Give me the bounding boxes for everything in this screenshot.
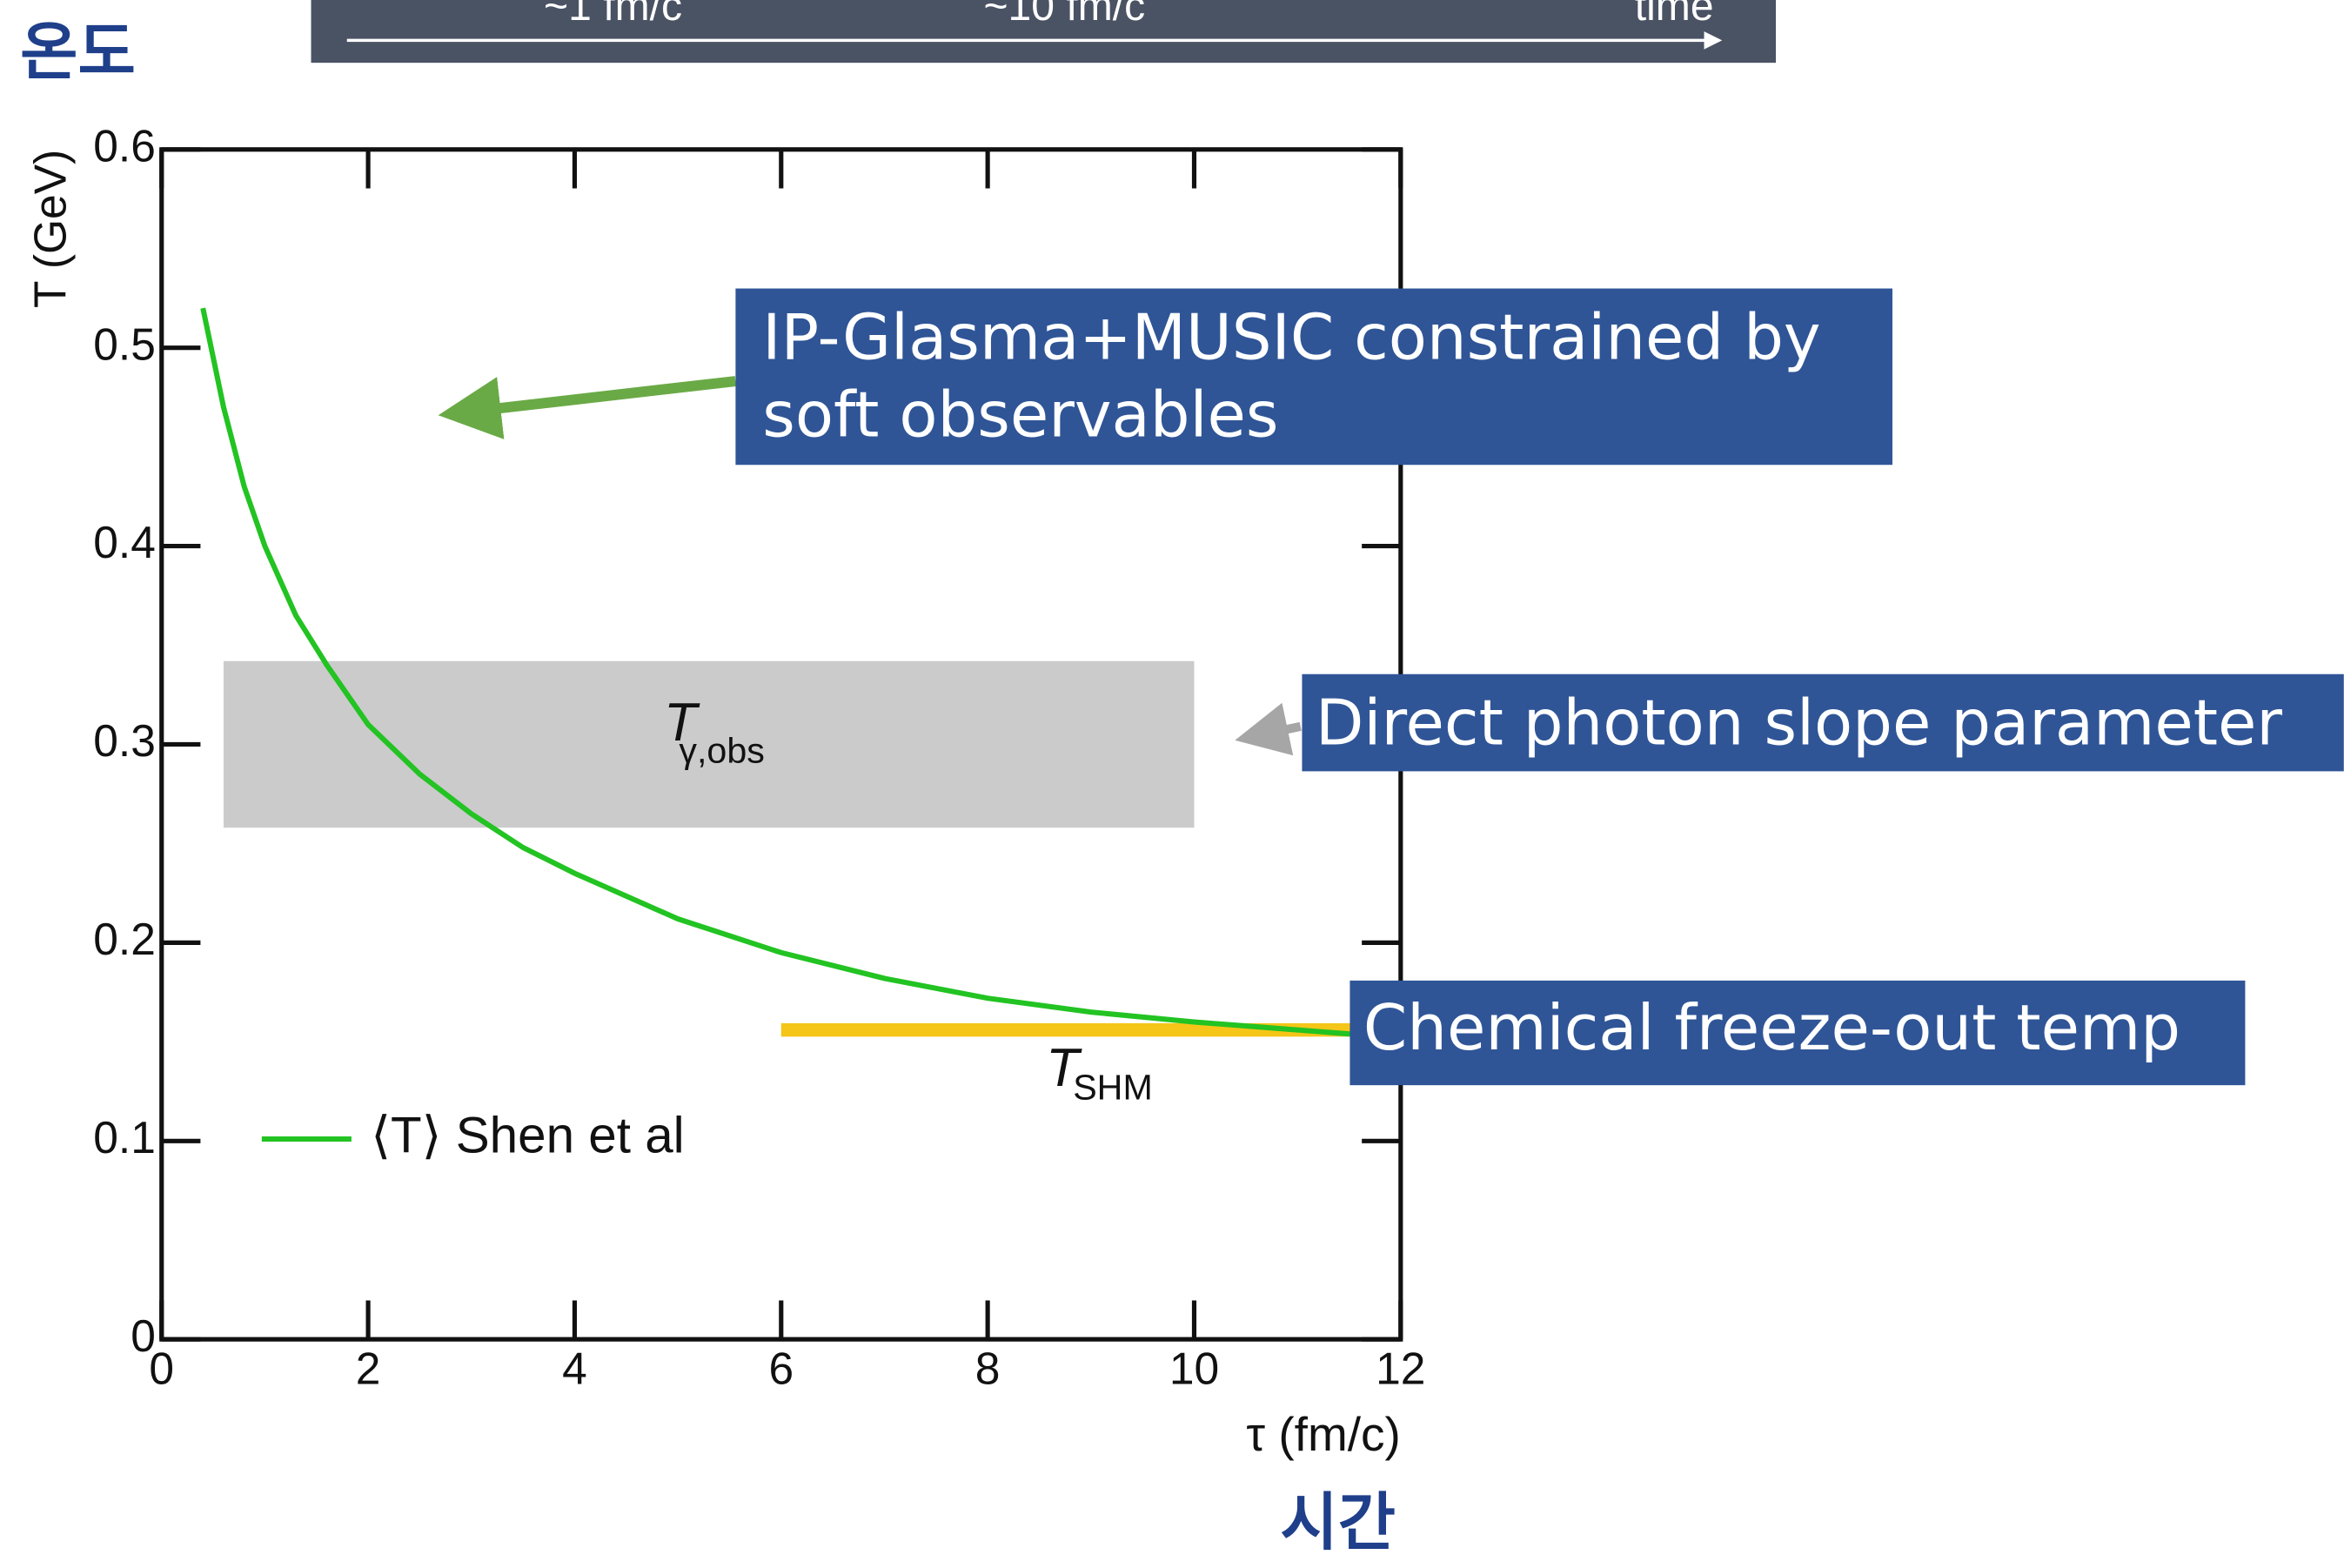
y-axis-title: T (GeV) [25,150,76,308]
band-label-sub: γ,obs [679,731,765,771]
legend-label: ⟨T⟩ Shen et al [371,1107,684,1163]
banner-label: ~10 fm/c [983,0,1145,30]
annotation-text: soft observables [762,379,1278,452]
arrow [1235,702,1302,756]
x-tick-label: 0 [149,1344,174,1394]
annotation-box [1349,980,2246,1086]
x-tick-label: 6 [768,1344,794,1394]
band-label: T [664,693,700,753]
reference-label: T [1046,1038,1082,1098]
annotation-text: Direct photon slope parameter [1316,687,2282,760]
x-tick-label: 2 [356,1344,381,1394]
x-tick-label: 10 [1169,1344,1219,1394]
annotation-text: IP-Glasma+MUSIC constrained by [762,301,1820,374]
annotations: IP-Glasma+MUSIC constrained by soft obse… [438,288,2344,1086]
y-tick-label: 0.2 [93,914,156,964]
reference-label-sub: SHM [1073,1067,1153,1107]
x-tick-label: 12 [1376,1344,1425,1394]
y-tick-label: 0 [131,1310,156,1361]
y-tick-label: 0.3 [93,715,156,766]
banner-label: ~1 fm/c [544,0,682,30]
axis-note: 온도 [20,17,136,87]
y-tick-label: 0.5 [93,318,156,369]
x-tick-label: 4 [562,1344,587,1394]
banner [311,0,1777,64]
y-tick-label: 0.1 [93,1112,156,1163]
annotation-box [1302,673,2344,772]
banner-label: time [1635,0,1714,30]
y-tick-label: 0.4 [93,517,156,567]
y-tick-label: 0.6 [93,120,156,171]
annotation-text: Chemical freeze-out temp [1363,992,2180,1065]
arrow [438,376,737,439]
x-axis-title: τ (fm/c) [1246,1407,1400,1461]
series-line [200,307,1402,1041]
axis-note: 시간 [1280,1489,1396,1558]
x-tick-label: 8 [975,1344,1001,1394]
annotation-box [735,288,1892,466]
